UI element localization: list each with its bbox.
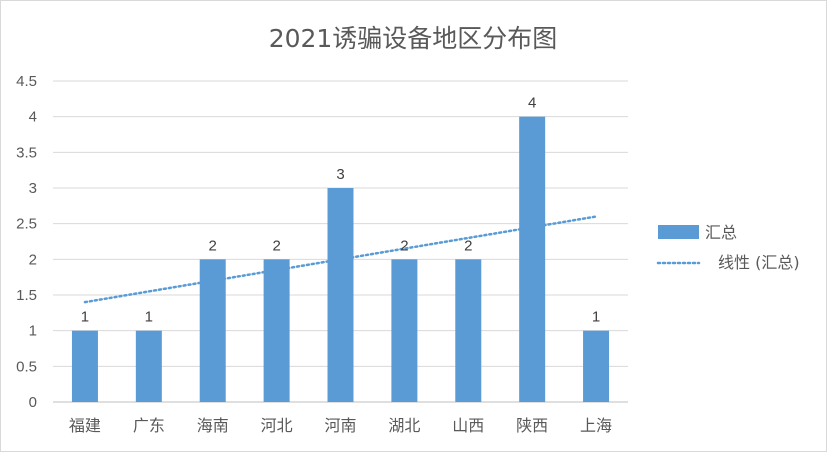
bar — [327, 188, 354, 402]
data-label: 2 — [272, 237, 280, 254]
y-tick-label: 3.5 — [16, 144, 37, 161]
data-label: 4 — [528, 95, 536, 112]
x-tick-label: 山西 — [452, 416, 484, 435]
y-tick-label: 0 — [29, 394, 37, 411]
y-tick-label: 2 — [29, 251, 37, 268]
y-tick-label: 1 — [29, 323, 37, 340]
y-tick-label: 4 — [29, 109, 37, 126]
x-tick-label: 河北 — [261, 416, 293, 435]
y-tick-label: 4.5 — [16, 73, 37, 90]
bar — [519, 116, 546, 403]
x-tick-label: 福建 — [69, 416, 101, 435]
x-tick-label: 陕西 — [516, 416, 548, 435]
data-label: 3 — [336, 166, 344, 183]
data-label: 1 — [592, 309, 600, 326]
data-label: 1 — [145, 309, 153, 326]
y-tick-label: 2.5 — [16, 216, 37, 233]
chart-title: 2021诱骗设备地区分布图 — [269, 24, 558, 53]
y-tick-label: 0.5 — [16, 358, 37, 375]
data-label: 2 — [209, 237, 217, 254]
bar — [455, 259, 482, 402]
legend-swatch-bar — [658, 225, 699, 239]
bar — [71, 330, 98, 402]
x-tick-label: 湖北 — [388, 416, 420, 435]
y-tick-label: 3 — [29, 180, 37, 197]
bar — [263, 259, 290, 402]
bar — [391, 259, 418, 402]
y-tick-label: 1.5 — [16, 287, 37, 304]
legend-label: 汇总 — [705, 223, 737, 242]
x-tick-label: 海南 — [197, 416, 229, 435]
x-tick-label: 广东 — [133, 416, 165, 435]
data-label: 2 — [400, 237, 408, 254]
x-tick-label: 河南 — [324, 416, 356, 435]
bar — [135, 330, 162, 402]
trendline — [83, 215, 598, 304]
bar — [583, 330, 610, 402]
legend-label: 线性 (汇总) — [718, 253, 800, 272]
x-tick-label: 上海 — [580, 416, 612, 435]
data-label: 2 — [464, 237, 472, 254]
data-label: 1 — [81, 309, 89, 326]
